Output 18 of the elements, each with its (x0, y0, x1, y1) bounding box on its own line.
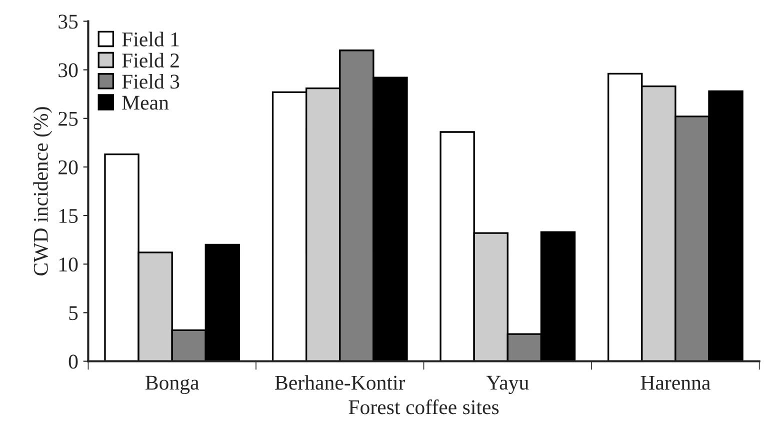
legend-label: Mean (122, 96, 169, 110)
y-tick-label: 0 (68, 354, 78, 369)
y-tick-label: 20 (58, 160, 78, 174)
legend-label: Field 3 (122, 74, 180, 89)
x-tick-label: Berhane-Kontir (275, 375, 406, 390)
y-tick-label: 10 (59, 257, 78, 272)
y-tick-label: 25 (58, 112, 78, 126)
x-tick-label: Bonga (145, 376, 200, 394)
y-axis-title: CWD incidence (%) (33, 107, 52, 276)
x-tick-label: Yayu (486, 376, 529, 394)
x-axis-title: Forest coffee sites (348, 399, 499, 414)
y-tick-label: 30 (58, 63, 78, 78)
y-tick-label: 15 (59, 209, 78, 223)
x-tick-label: Harenna (640, 376, 710, 390)
y-tick-label: 35 (58, 14, 78, 29)
legend-label: Field 2 (122, 52, 179, 68)
y-tick-label: 5 (69, 306, 78, 320)
legend-label: Field 1 (122, 32, 179, 46)
